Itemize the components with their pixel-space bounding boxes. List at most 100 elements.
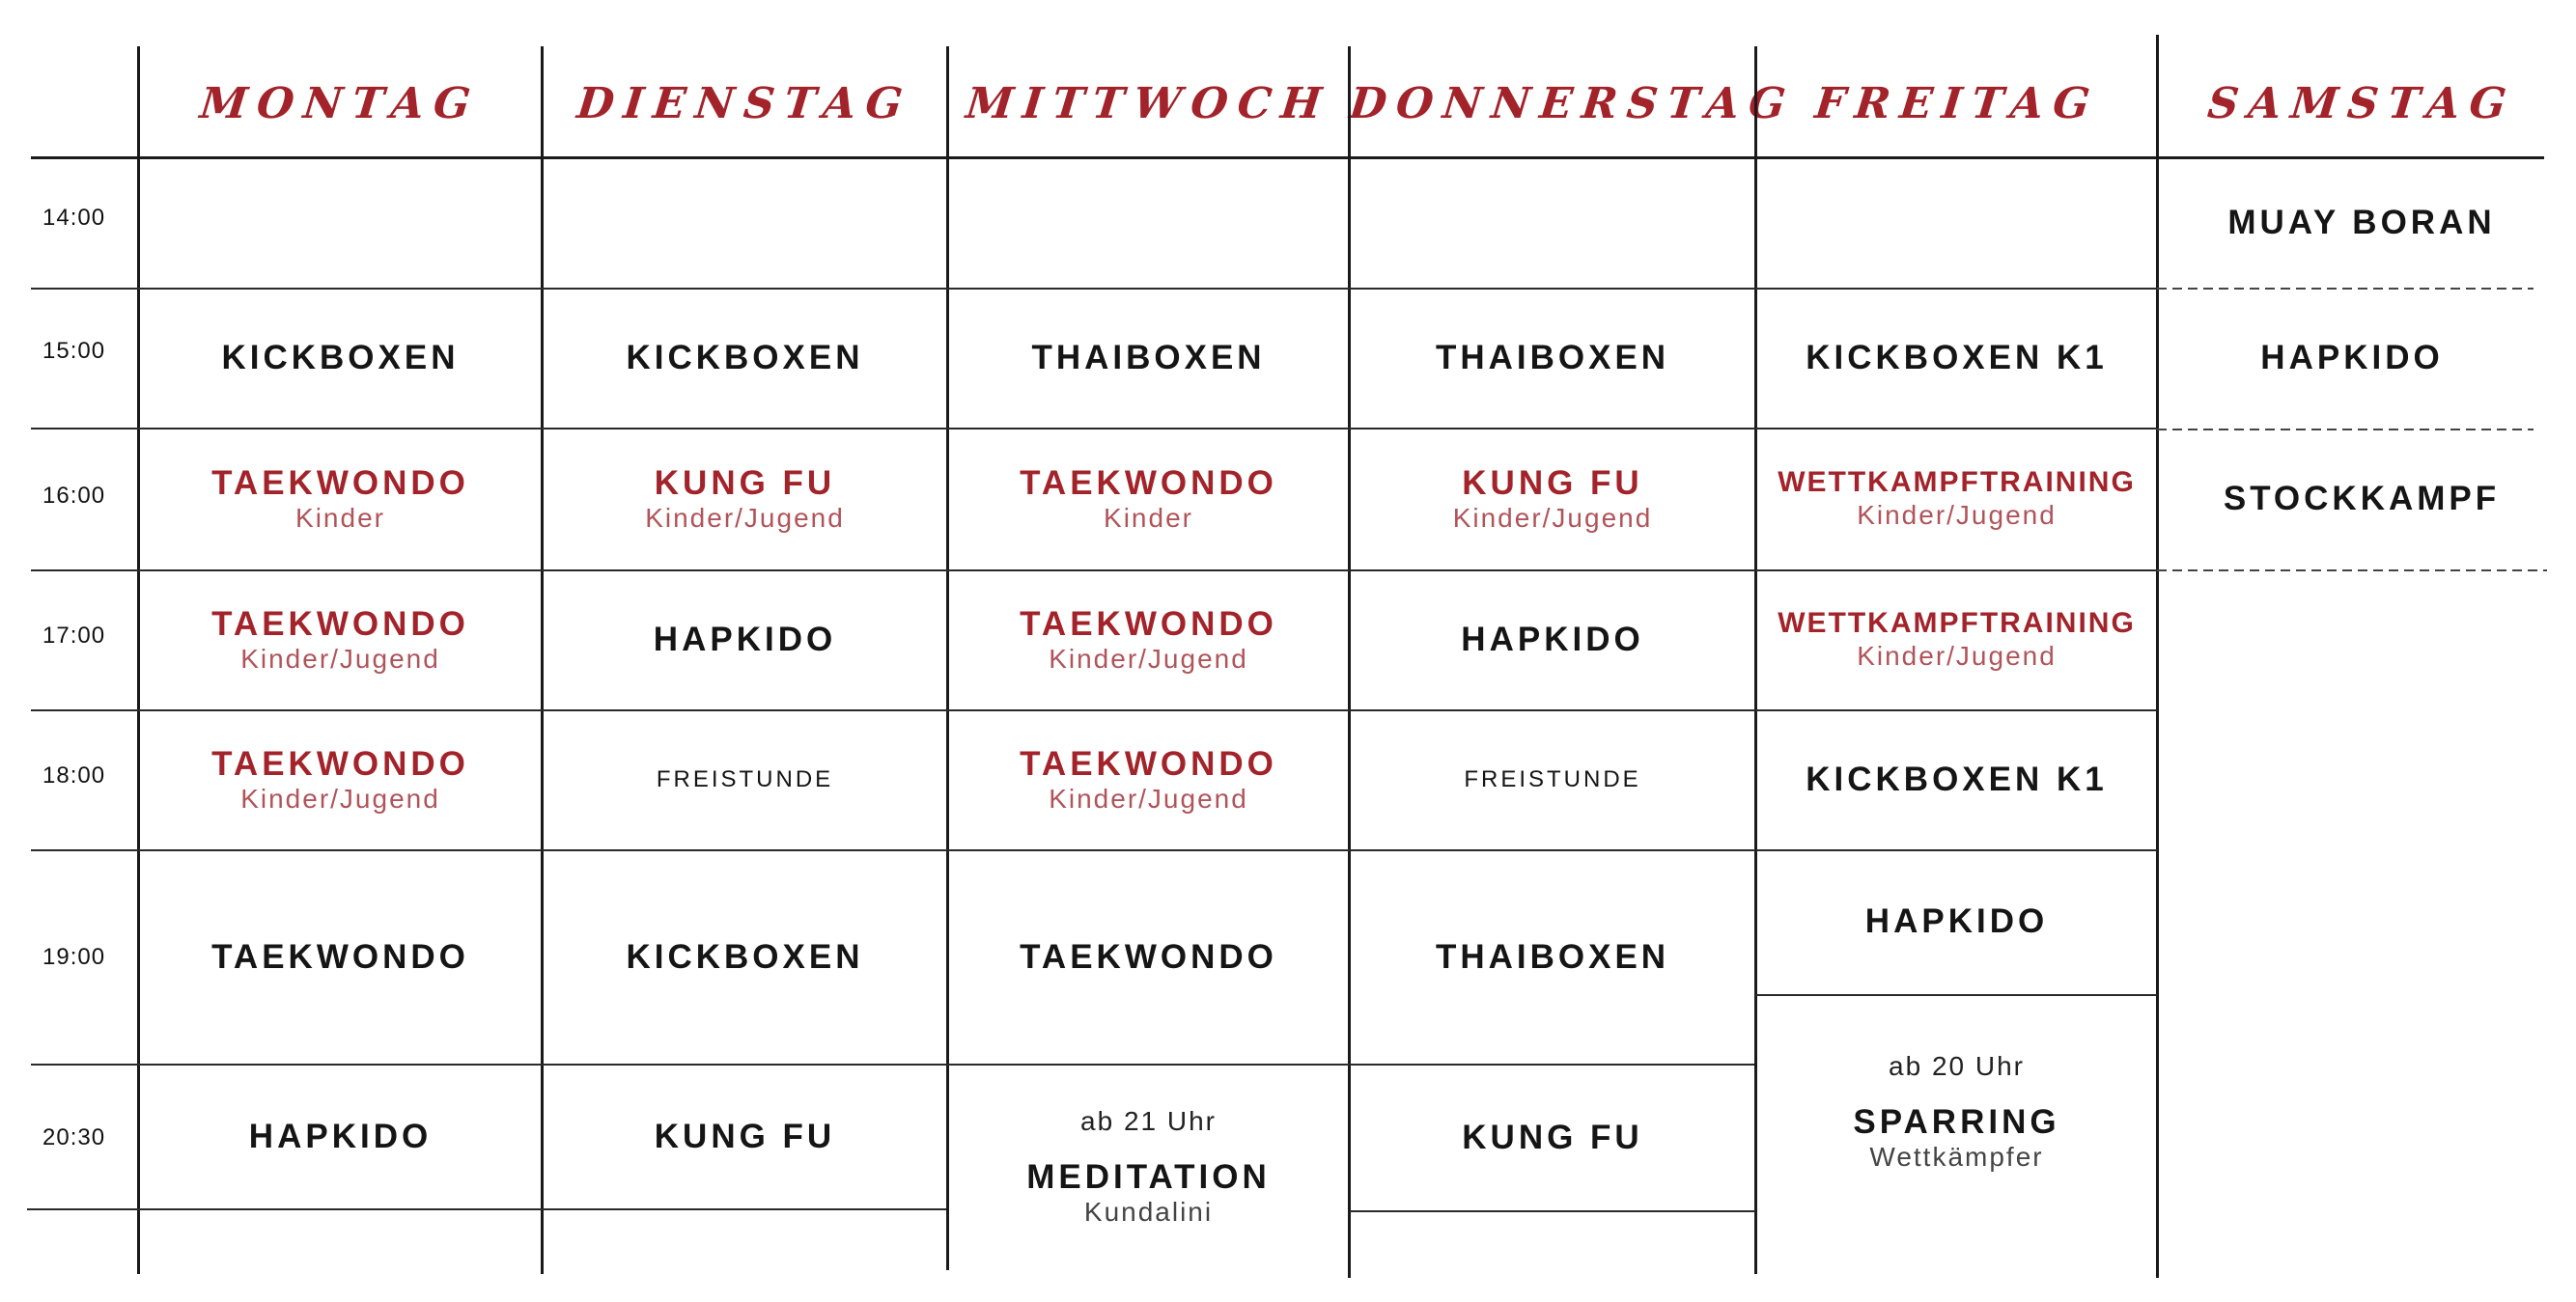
class-name: KICKBOXEN: [221, 339, 460, 377]
class-cell: TAEKWONDO: [949, 851, 1348, 1063]
class-cell: KUNG FU: [544, 1066, 946, 1207]
class-name: TAEKWONDO: [1020, 744, 1277, 783]
time-label-1800: 18:00: [42, 762, 106, 789]
grid-hline: [31, 709, 2157, 711]
day-header-mittwoch: MITTWOCH: [964, 79, 1333, 128]
class-name: HAPKIDO: [1461, 621, 1644, 659]
class-name: KUNG FU: [1462, 1118, 1643, 1156]
time-label-1700: 17:00: [42, 623, 106, 649]
class-name: THAIBOXEN: [1031, 339, 1266, 377]
class-time-note: ab 21 Uhr: [1080, 1105, 1217, 1136]
class-cell: TAEKWONDO: [140, 851, 541, 1063]
grid-hline: [31, 428, 2157, 429]
class-name: KUNG FU: [654, 1117, 836, 1155]
grid-vline: [2156, 35, 2159, 1278]
day-header-dienstag: DIENSTAG: [574, 79, 914, 128]
class-group: Kundalini: [1083, 1196, 1214, 1227]
class-group: Kinder/Jugend: [240, 643, 440, 674]
grid-vline: [1754, 46, 1757, 1274]
class-name: FREISTUNDE: [656, 765, 834, 792]
class-name: TAEKWONDO: [211, 744, 469, 783]
class-group: Kinder: [1104, 502, 1193, 533]
class-cell: TAEKWONDO Kinder/Jugend: [140, 571, 541, 708]
class-cell: TAEKWONDO Kinder/Jugend: [949, 711, 1348, 848]
class-name: TAEKWONDO: [211, 604, 469, 643]
class-name: KICKBOXEN: [626, 339, 864, 377]
grid-hline: [31, 569, 2157, 571]
class-name: WETTKAMPFTRAINING: [1778, 466, 2136, 499]
class-cell: KUNG FU Kinder/Jugend: [544, 429, 946, 568]
time-label-1400: 14:00: [42, 205, 106, 231]
time-label-1500: 15:00: [42, 338, 106, 364]
class-cell: KICKBOXEN K1: [1757, 290, 2156, 427]
grid-hline: [31, 288, 2157, 290]
day-header-samstag: SAMSTAG: [2205, 79, 2518, 128]
class-name: TAEKWONDO: [1020, 937, 1277, 976]
class-cell: FREISTUNDE: [1351, 711, 1754, 848]
grid-hline: [2157, 429, 2534, 430]
class-name: TAEKWONDO: [211, 937, 469, 976]
class-cell: TAEKWONDO Kinder: [949, 429, 1348, 568]
class-group: Kinder/Jugend: [240, 783, 440, 814]
class-cell: KUNG FU Kinder/Jugend: [1351, 429, 1754, 568]
grid-hline: [1755, 994, 2157, 996]
class-name: TAEKWONDO: [1020, 604, 1277, 643]
class-cell: HAPKIDO: [1351, 571, 1754, 708]
day-header-montag: MONTAG: [197, 79, 483, 128]
grid-hline: [1350, 1210, 1755, 1212]
class-time-note: ab 20 Uhr: [1889, 1050, 2025, 1081]
class-name: MUAY BORAN: [2227, 203, 2496, 241]
class-cell: STOCKKAMPF: [2159, 429, 2564, 568]
day-header-freitag: FREITAG: [1812, 79, 2102, 128]
class-cell: ab 20 Uhr SPARRING Wettkämpfer: [1757, 996, 2156, 1228]
class-cell: KUNG FU: [1351, 1066, 1754, 1209]
class-name: HAPKIDO: [2260, 339, 2444, 377]
class-name: HAPKIDO: [653, 621, 837, 659]
grid-hline: [27, 1208, 946, 1210]
class-name: KICKBOXEN: [626, 937, 864, 976]
class-name: KUNG FU: [1462, 463, 1643, 502]
class-cell: THAIBOXEN: [1351, 290, 1754, 427]
class-group: Kinder/Jugend: [1857, 500, 2057, 530]
class-group: Kinder/Jugend: [1857, 641, 2057, 671]
class-name: TAEKWONDO: [1020, 463, 1277, 502]
class-cell: WETTKAMPFTRAINING Kinder/Jugend: [1757, 429, 2156, 568]
class-cell: HAPKIDO: [1757, 851, 2156, 992]
class-name: FREISTUNDE: [1464, 765, 1641, 792]
class-cell: HAPKIDO: [544, 571, 946, 708]
class-name: HAPKIDO: [1864, 902, 2049, 941]
class-name: STOCKKAMPF: [2223, 480, 2501, 518]
class-group: Kinder/Jugend: [1049, 643, 1248, 674]
grid-hline: [31, 156, 2544, 159]
class-cell: KICKBOXEN K1: [1757, 711, 2156, 848]
class-name: KUNG FU: [654, 463, 836, 502]
class-name: WETTKAMPFTRAINING: [1778, 607, 2136, 640]
grid-vline: [946, 46, 949, 1270]
time-label-2030: 20:30: [42, 1124, 106, 1150]
class-group: Kinder: [295, 502, 385, 533]
class-group: Kinder/Jugend: [645, 502, 845, 533]
class-name: SPARRING: [1853, 1102, 2060, 1141]
grid-hline: [31, 849, 2157, 851]
class-cell: ab 21 Uhr MEDITATION Kundalini: [949, 1066, 1348, 1268]
class-cell: WETTKAMPFTRAINING Kinder/Jugend: [1757, 571, 2156, 708]
time-label-1600: 16:00: [42, 483, 106, 509]
grid-hline: [31, 1064, 1754, 1066]
class-cell: THAIBOXEN: [949, 290, 1348, 427]
grid-vline: [1348, 46, 1351, 1278]
class-cell: HAPKIDO: [2159, 290, 2545, 427]
class-name: HAPKIDO: [248, 1117, 433, 1155]
class-cell: TAEKWONDO Kinder/Jugend: [140, 711, 541, 848]
class-name: MEDITATION: [1026, 1157, 1271, 1196]
class-name: TAEKWONDO: [211, 463, 469, 502]
class-cell: KICKBOXEN: [544, 290, 946, 427]
class-cell: KICKBOXEN: [140, 290, 541, 427]
grid-hline: [2157, 569, 2547, 571]
class-cell: KICKBOXEN: [544, 851, 946, 1063]
class-group: Kinder/Jugend: [1049, 783, 1248, 814]
class-cell: THAIBOXEN: [1351, 851, 1754, 1063]
grid-vline: [137, 46, 140, 1274]
grid-hline: [2157, 288, 2534, 290]
class-name: KICKBOXEN K1: [1806, 761, 2108, 799]
